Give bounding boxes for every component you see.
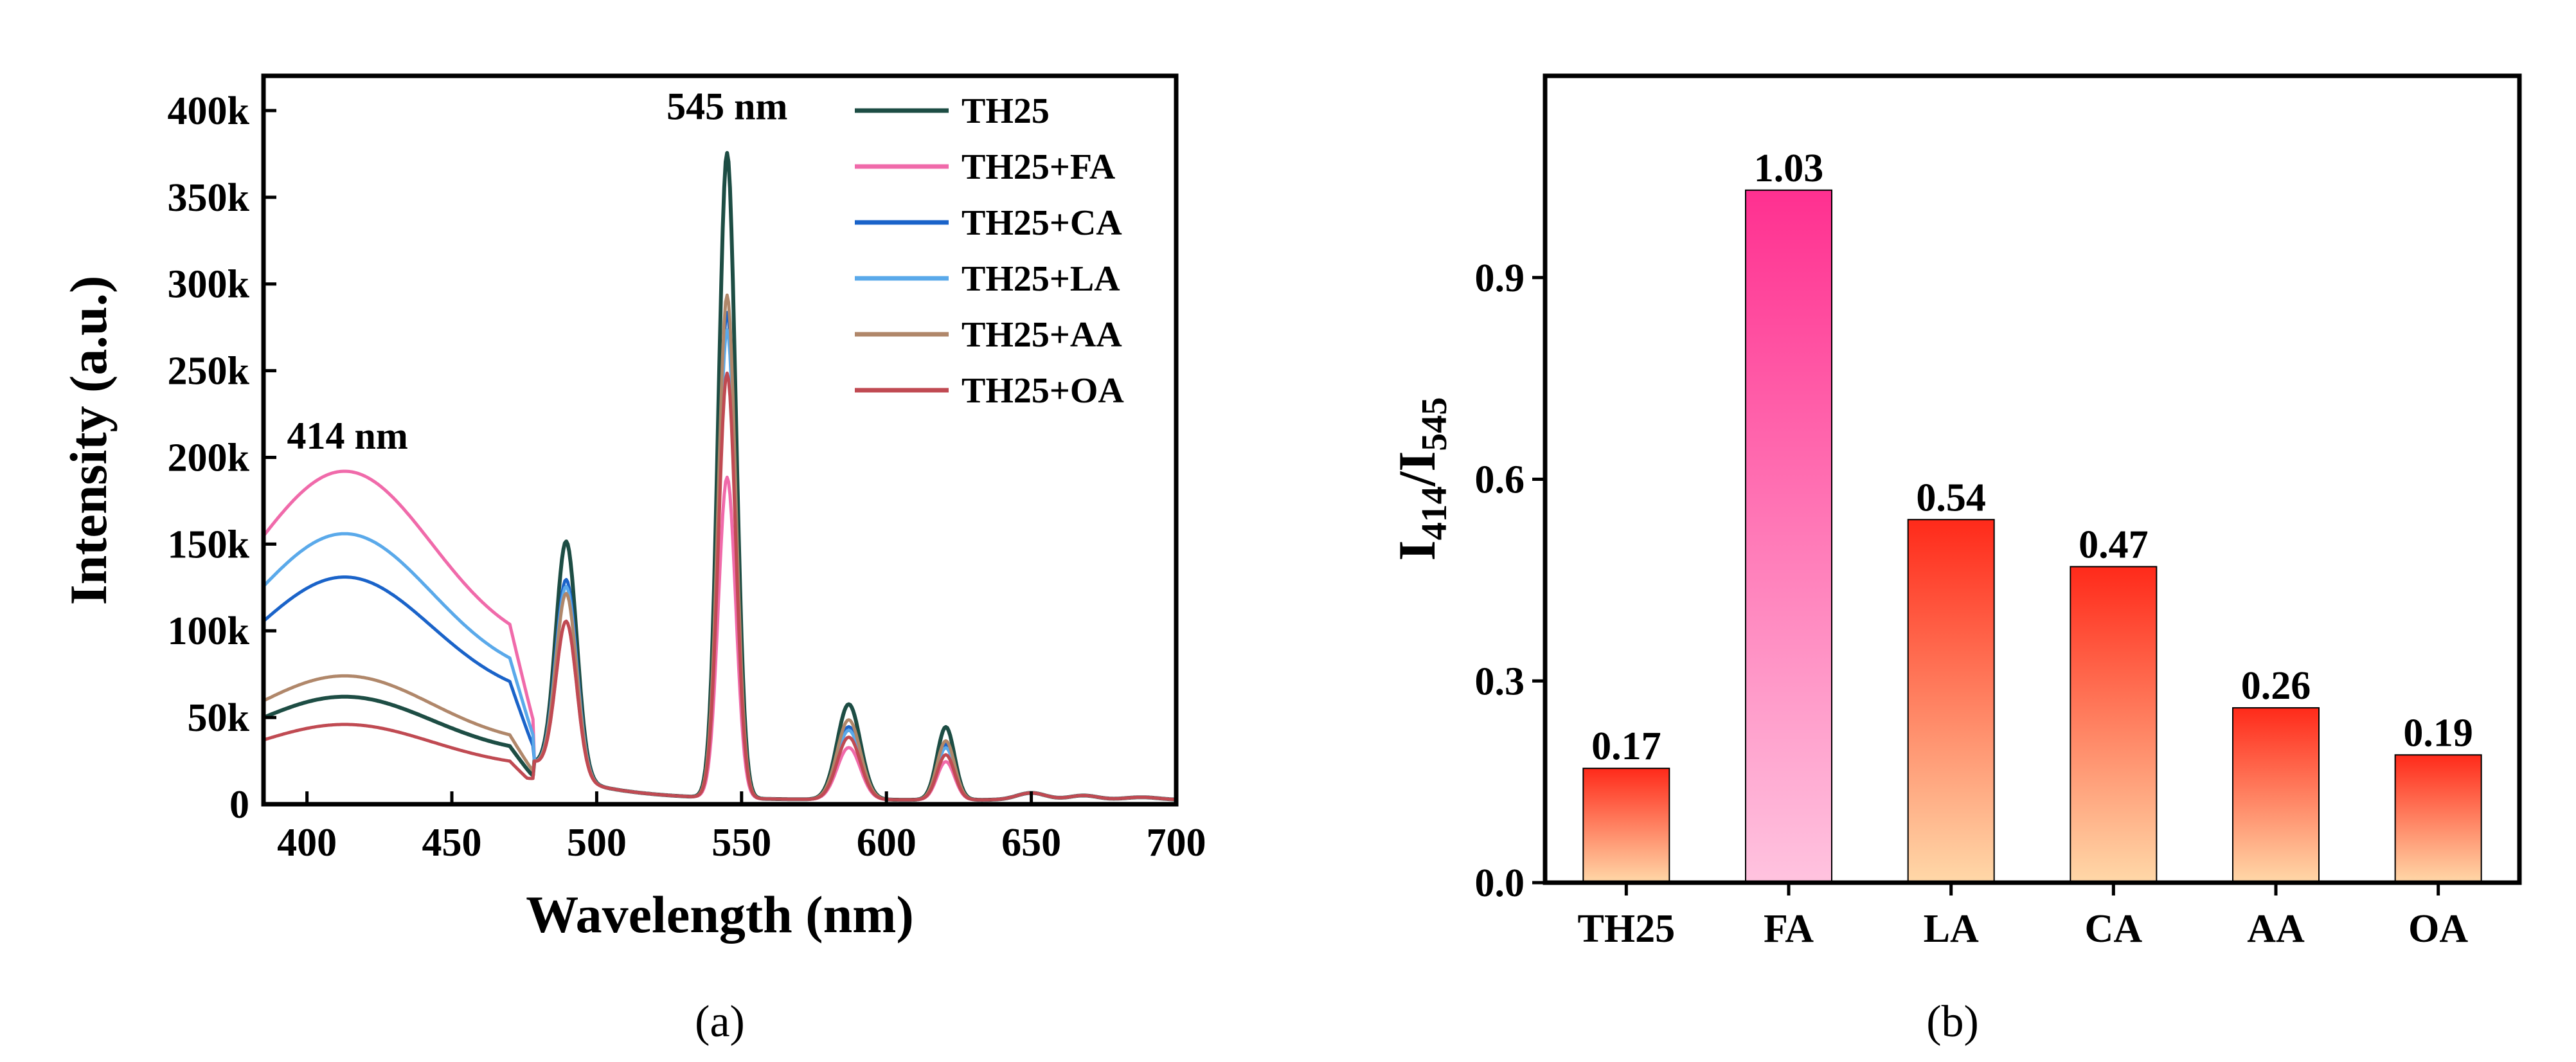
y-axis-title-a: Intensity (a.u.) (59, 276, 118, 606)
bar-value-label: 0.26 (2241, 664, 2311, 708)
y-tick-label-a: 200k (168, 436, 250, 480)
y-title-sub-1: 414 (1415, 486, 1454, 540)
y-title-sub-2: 545 (1415, 397, 1454, 451)
bar-th25 (1582, 768, 1670, 884)
y-tick-label-b: 0.3 (1475, 660, 1525, 703)
bar-value-label: 0.19 (2403, 711, 2473, 755)
y-tick-label-b: 0.6 (1475, 458, 1525, 502)
bar-value-label: 0.47 (2079, 523, 2149, 566)
legend-label: TH25+AA (962, 315, 1122, 355)
legend-label: TH25+CA (962, 203, 1122, 243)
y-tick-label-b: 0.0 (1475, 861, 1525, 905)
x-tick-label-b: TH25 (1578, 907, 1676, 951)
legend-label: TH25+LA (962, 259, 1120, 299)
x-tick-label-a: 600 (857, 821, 917, 865)
y-tick-label-a: 250k (168, 350, 250, 393)
y-axis-title-b: I414/I545 (1388, 397, 1454, 561)
x-axis-title-a: Wavelength (nm) (526, 885, 914, 944)
bar-aa (2232, 707, 2320, 884)
bar-value-label: 0.54 (1916, 476, 1986, 519)
legend-label: TH25+OA (962, 371, 1124, 411)
x-tick-label-b: OA (2408, 907, 2468, 951)
annotations-a: 414 nm 545 nm (287, 85, 788, 457)
y-tick-label-a: 300k (168, 263, 250, 307)
axis-ticks-a: 400 450 500 550 600 650 700 0 50k 100k 150k 200k 250… (168, 89, 1206, 865)
series-line-th25-oa (264, 372, 1176, 802)
legend-label: TH25 (962, 91, 1050, 131)
x-tick-label-a: 500 (567, 821, 627, 865)
line-chart: 400 450 500 550 600 650 700 0 50k 100k 150k 200k 250… (59, 73, 1206, 1047)
bar-value-label: 0.17 (1591, 724, 1661, 768)
plot-frame-b (1543, 73, 2522, 885)
bar-la (1907, 519, 1995, 883)
x-tick-label-a: 550 (711, 821, 771, 865)
bar-chart: 0.17 1.03 0.54 0.47 0.26 0.19 TH25 FA LA CA AA OA 0… (1388, 73, 2522, 1047)
bar-oa (2394, 754, 2482, 883)
x-tick-label-a: 400 (277, 821, 337, 865)
y-tick-label-a: 400k (168, 89, 250, 133)
bars-group: 0.17 1.03 0.54 0.47 0.26 0.19 (1582, 147, 2482, 884)
x-tick-label-a: 650 (1001, 821, 1061, 865)
x-tick-label-b: AA (2247, 907, 2305, 951)
x-tick-label-a: 700 (1147, 821, 1206, 865)
y-tick-label-a: 100k (168, 609, 250, 653)
y-title-sep: /I (1388, 451, 1446, 487)
axis-ticks-b: TH25 FA LA CA AA OA 0.0 0.3 0.6 0.9 (1475, 256, 2469, 951)
legend-label: TH25+FA (962, 147, 1116, 187)
y-tick-label-a: 0 (229, 783, 249, 827)
y-tick-label-a: 350k (168, 176, 250, 220)
x-tick-label-b: CA (2085, 907, 2143, 951)
y-tick-label-b: 0.9 (1475, 256, 1525, 300)
x-tick-label-b: FA (1764, 907, 1814, 951)
series-group (264, 150, 1176, 802)
bar-ca (2070, 566, 2158, 883)
y-tick-label-a: 150k (168, 523, 250, 566)
panel-label-b: (b) (1926, 997, 1979, 1047)
bar-value-label: 1.03 (1754, 147, 1824, 190)
plot-frame-a (261, 73, 1179, 807)
bar-fa (1745, 189, 1832, 884)
y-title-main: I (1388, 540, 1446, 561)
panel-label-a: (a) (695, 997, 745, 1047)
x-tick-label-b: LA (1924, 907, 1979, 951)
legend: TH25 TH25+FA TH25+CA TH25+LA TH25+AA TH25+OA (855, 91, 1124, 411)
x-tick-label-a: 450 (422, 821, 482, 865)
peak-annotation: 414 nm (287, 415, 408, 457)
y-tick-label-a: 50k (188, 696, 250, 740)
peak-annotation: 545 nm (666, 85, 787, 127)
